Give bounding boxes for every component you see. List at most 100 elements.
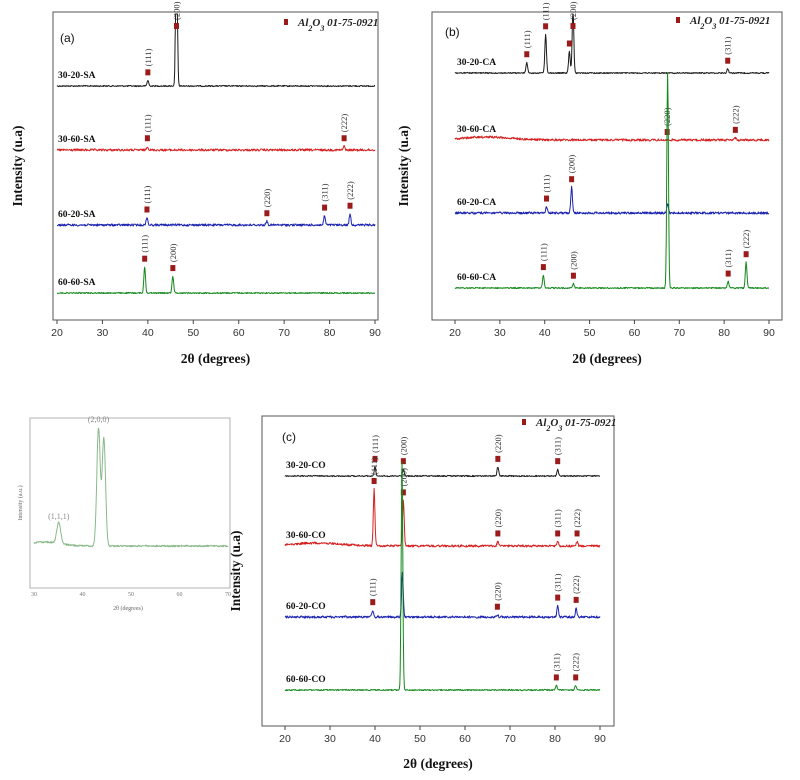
peak-label: (220) bbox=[493, 509, 503, 528]
legend-text: Al2O3 01-75-0921 bbox=[689, 15, 770, 31]
peak-label: (111) bbox=[370, 435, 380, 453]
inset-peak-label: (1,1,1) bbox=[48, 512, 70, 521]
peak-marker bbox=[573, 674, 579, 681]
x-tick-label: 50 bbox=[584, 327, 596, 339]
peak-marker bbox=[322, 204, 328, 211]
series-label: 60-60-CA bbox=[457, 273, 496, 283]
peak-label: (111) bbox=[368, 578, 378, 596]
peak-label: (222) bbox=[572, 509, 582, 528]
peak-label: (311) bbox=[553, 573, 563, 591]
legend-text: Al2O3 01-75-0921 bbox=[535, 417, 616, 433]
peak-label: (222) bbox=[571, 575, 581, 594]
x-tick-label: 60 bbox=[459, 733, 471, 745]
peak-label: (111) bbox=[542, 175, 552, 193]
x-tick-label: 70 bbox=[278, 327, 290, 339]
peak-label: (200) bbox=[568, 1, 578, 20]
x-axis-title: 2θ (degrees) bbox=[403, 756, 472, 771]
peak-marker bbox=[495, 455, 501, 462]
panel-label: (c) bbox=[282, 430, 296, 444]
peak-marker bbox=[573, 596, 579, 603]
peak-marker bbox=[264, 210, 270, 217]
peak-marker bbox=[566, 40, 572, 47]
series-label: 30-60-SA bbox=[58, 135, 96, 145]
peak-label: (200) bbox=[567, 155, 577, 174]
peak-marker bbox=[543, 23, 549, 30]
panel-c: 20 30 40 50 60 70 80 90 2θ (degrees) Intensity (u… bbox=[228, 415, 616, 771]
peak-marker bbox=[570, 272, 576, 279]
peak-marker bbox=[743, 251, 749, 258]
series-line-60-20-CO bbox=[284, 571, 601, 619]
plot-frame bbox=[52, 11, 379, 321]
y-axis-title: Intensity (u.a) bbox=[10, 125, 25, 206]
peak-label: (222) bbox=[571, 653, 581, 672]
panel-label: (a) bbox=[60, 31, 75, 45]
series-line-30-20-SA bbox=[56, 13, 375, 88]
series-label: 30-20-SA bbox=[58, 71, 96, 81]
peak-label: (222) bbox=[741, 230, 751, 249]
series-line-30-60-SA bbox=[56, 144, 376, 152]
x-tick-label: 50 bbox=[187, 327, 199, 339]
x-tick-label: 70 bbox=[504, 733, 516, 745]
peak-label: (220) bbox=[492, 582, 502, 601]
peak-marker bbox=[341, 135, 347, 142]
series-label: 60-20-CO bbox=[286, 602, 326, 612]
peak-label: (200) bbox=[398, 468, 408, 487]
y-axis-title: Intensity (u.a) bbox=[396, 125, 411, 206]
x-tick-label: 90 bbox=[594, 733, 606, 745]
series-label: 30-20-CO bbox=[286, 461, 326, 471]
peak-label: (111) bbox=[541, 2, 551, 20]
peak-marker bbox=[494, 603, 500, 610]
peak-marker bbox=[400, 489, 406, 496]
inset-peak-label: (2,0,0) bbox=[88, 415, 110, 424]
peak-marker bbox=[372, 455, 378, 462]
peak-label: (200) bbox=[168, 243, 178, 262]
peak-marker bbox=[400, 458, 406, 465]
x-tick-label: 20 bbox=[449, 327, 461, 339]
inset-frame bbox=[29, 417, 231, 589]
peak-label: (200) bbox=[398, 437, 408, 456]
inset-series-line bbox=[33, 427, 229, 548]
x-tick-label: 70 bbox=[673, 327, 685, 339]
inset-panel: 30 40 50 60 70 2θ (degrees) Intensity (a.u.) (1… bbox=[17, 415, 231, 612]
series-label: 60-60-CO bbox=[286, 675, 326, 685]
series-label: 60-20-SA bbox=[58, 210, 96, 220]
inset-x-axis-title: 2θ (degrees) bbox=[113, 605, 143, 612]
peak-marker bbox=[170, 265, 176, 272]
peak-marker bbox=[555, 530, 561, 537]
series-line-30-20-CA bbox=[454, 13, 770, 75]
x-tick-label: 20 bbox=[279, 733, 291, 745]
peak-marker bbox=[495, 530, 501, 537]
inset-x-tick-label: 40 bbox=[80, 592, 86, 598]
peak-label: (111) bbox=[538, 243, 548, 261]
panel-a: 20 30 40 50 60 70 80 90 2θ (degrees) Intensity (u… bbox=[10, 1, 381, 366]
series-label: 30-20-CA bbox=[457, 58, 496, 68]
peak-marker bbox=[725, 57, 731, 64]
peak-marker bbox=[371, 478, 377, 484]
x-tick-label: 50 bbox=[414, 733, 426, 745]
peak-label: (311) bbox=[723, 249, 733, 267]
inset-x-tick-label: 50 bbox=[128, 592, 134, 598]
series-line-60-60-CA bbox=[454, 72, 770, 290]
inset-x-tick-label: 30 bbox=[31, 592, 37, 598]
x-tick-label: 80 bbox=[718, 327, 730, 339]
x-tick-label: 20 bbox=[51, 327, 63, 339]
peak-marker bbox=[370, 599, 376, 606]
x-tick-label: 40 bbox=[369, 733, 381, 745]
peak-marker bbox=[732, 126, 738, 133]
series-label: 30-60-CO bbox=[286, 531, 326, 541]
series-line-30-60-CA bbox=[454, 135, 770, 142]
peak-marker bbox=[142, 255, 148, 262]
inset-x-tick-label: 70 bbox=[225, 592, 231, 598]
panel-label: (b) bbox=[445, 25, 460, 39]
x-axis-title: 2θ (degrees) bbox=[181, 351, 250, 366]
peak-marker bbox=[540, 264, 546, 271]
x-tick-label: 60 bbox=[629, 327, 641, 339]
series-label: 60-60-SA bbox=[58, 278, 96, 288]
series-line-30-60-CO bbox=[284, 487, 601, 548]
peak-label: (222) bbox=[339, 114, 349, 133]
peak-label: (111) bbox=[142, 186, 152, 204]
plot-frame bbox=[431, 11, 783, 321]
x-tick-label: 80 bbox=[324, 327, 336, 339]
peak-label: (111) bbox=[369, 457, 379, 475]
